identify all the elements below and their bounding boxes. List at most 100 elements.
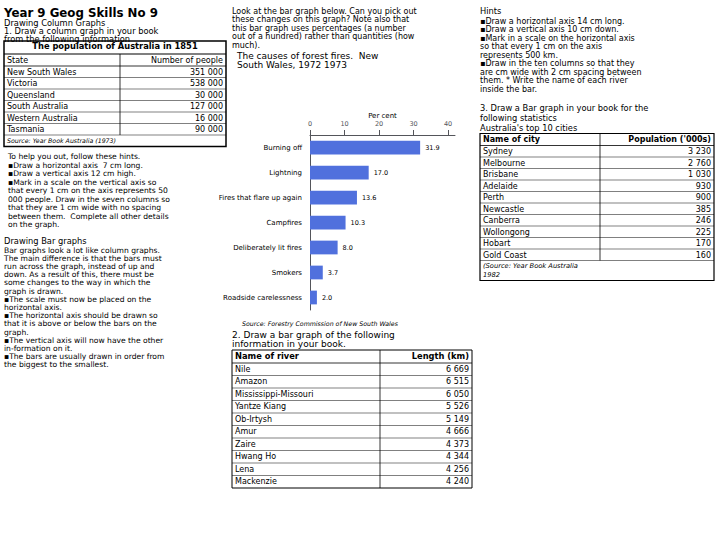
svg-text:Newcastle: Newcastle — [483, 205, 524, 214]
svg-text:4 666: 4 666 — [446, 427, 469, 436]
svg-text:Smokers: Smokers — [272, 269, 303, 277]
svg-text:Source: Forestry Commission of: Source: Forestry Commission of New South… — [242, 320, 399, 328]
svg-text:Lightning: Lightning — [269, 169, 302, 177]
svg-text:Queensland: Queensland — [7, 91, 55, 100]
svg-text:Amazon: Amazon — [235, 377, 267, 386]
svg-text:1. Draw a column graph in your: 1. Draw a column graph in your book — [4, 26, 159, 36]
svg-text:17.0: 17.0 — [374, 169, 388, 177]
svg-text:Name of river: Name of river — [235, 351, 300, 361]
svg-text:Number of people: Number of people — [151, 56, 223, 65]
svg-text:Western Australia: Western Australia — [7, 114, 78, 123]
svg-text:Melbourne: Melbourne — [483, 159, 525, 168]
svg-text:Sydney: Sydney — [483, 147, 513, 156]
svg-text:Gold Coast: Gold Coast — [483, 251, 527, 260]
svg-text:0: 0 — [308, 120, 312, 128]
svg-text:4 373: 4 373 — [446, 440, 469, 449]
svg-text:Hints: Hints — [480, 6, 501, 16]
svg-text:Drawing Bar graphs: Drawing Bar graphs — [4, 236, 87, 246]
svg-text:4 240: 4 240 — [446, 477, 469, 486]
svg-text:5 526: 5 526 — [446, 402, 469, 411]
svg-text:Nile: Nile — [235, 365, 250, 374]
svg-text:Name of city: Name of city — [483, 135, 541, 144]
svg-text:246: 246 — [696, 216, 711, 225]
svg-text:2 760: 2 760 — [688, 159, 711, 168]
svg-text:4 256: 4 256 — [446, 465, 469, 474]
svg-text:Burning off: Burning off — [263, 144, 302, 152]
svg-text:Per cent: Per cent — [368, 112, 397, 120]
svg-text:Population ('000s): Population ('000s) — [628, 135, 711, 144]
svg-text:40: 40 — [444, 120, 452, 128]
svg-text:351 000: 351 000 — [190, 68, 223, 77]
svg-text:Victoria: Victoria — [7, 79, 37, 88]
svg-text:Fires that flare up again: Fires that flare up again — [219, 194, 302, 202]
svg-text:South Wales, 1972 1973: South Wales, 1972 1973 — [237, 60, 347, 70]
svg-text:Wollongong: Wollongong — [483, 228, 530, 237]
svg-text:Zaire: Zaire — [235, 440, 256, 449]
svg-text:Hwang Ho: Hwang Ho — [235, 452, 276, 461]
svg-text:Year 9 Geog Skills No 9: Year 9 Geog Skills No 9 — [4, 6, 158, 20]
svg-text:538 000: 538 000 — [190, 79, 223, 88]
svg-text:following statistics: following statistics — [480, 113, 557, 123]
svg-text:5 149: 5 149 — [446, 415, 469, 424]
svg-text:3. Draw a Bar graph in your bo: 3. Draw a Bar graph in your book for the — [480, 103, 648, 113]
svg-text:Length (km): Length (km) — [412, 351, 469, 361]
svg-text:from the following information: from the following information — [4, 33, 130, 44]
svg-text:New South Wales: New South Wales — [7, 68, 76, 77]
svg-text:90 000: 90 000 — [195, 125, 223, 134]
svg-text:170: 170 — [696, 239, 711, 248]
svg-text:16 000: 16 000 — [195, 114, 223, 123]
svg-text:Mississippi-Missouri: Mississippi-Missouri — [235, 390, 313, 399]
svg-text:the biggest to the smallest.: the biggest to the smallest. — [4, 360, 109, 369]
svg-text:Roadside carelessness: Roadside carelessness — [223, 294, 302, 302]
svg-text:2.0: 2.0 — [322, 294, 332, 302]
svg-text:Tasmania: Tasmania — [6, 125, 45, 134]
svg-text:127 000: 127 000 — [190, 102, 223, 111]
svg-text:Australia's top 10 cities: Australia's top 10 cities — [480, 123, 577, 133]
svg-text:Amur: Amur — [235, 427, 257, 436]
svg-text:The population of Australia in: The population of Australia in 1851 — [32, 41, 198, 51]
svg-text:State: State — [7, 56, 28, 65]
svg-text:Drawing Column Graphs: Drawing Column Graphs — [4, 18, 106, 28]
svg-text:900: 900 — [696, 193, 711, 202]
svg-text:8.0: 8.0 — [343, 244, 353, 252]
svg-text:30: 30 — [409, 120, 417, 128]
svg-text:6 050: 6 050 — [446, 390, 469, 399]
svg-text:10: 10 — [340, 120, 348, 128]
svg-text:225: 225 — [696, 228, 711, 237]
svg-text:2. Draw a bar graph of the fol: 2. Draw a bar graph of the following — [232, 329, 395, 340]
svg-text:Campfires: Campfires — [266, 219, 302, 227]
svg-text:South Australia: South Australia — [7, 102, 68, 111]
svg-text:The causes of forest fires. N: The causes of forest fires. New — [236, 51, 378, 61]
svg-text:6 515: 6 515 — [446, 377, 469, 386]
svg-text:Lena: Lena — [235, 465, 254, 474]
svg-text:much).: much). — [232, 41, 260, 50]
svg-text:1 030: 1 030 — [688, 170, 711, 179]
svg-text:Adelaide: Adelaide — [483, 182, 518, 191]
svg-text:Source: Year Book Australia (1: Source: Year Book Australia (1973) — [7, 137, 116, 144]
svg-text:30 000: 30 000 — [195, 91, 223, 100]
svg-text:information in your book.: information in your book. — [232, 339, 346, 349]
svg-text:Perth: Perth — [483, 193, 504, 202]
svg-text:3 230: 3 230 — [688, 147, 711, 156]
svg-text:385: 385 — [696, 205, 711, 214]
svg-text:6 669: 6 669 — [446, 365, 469, 374]
svg-text:Yantze Kiang: Yantze Kiang — [234, 402, 286, 411]
svg-text:Hobart: Hobart — [483, 239, 510, 248]
svg-text:Mackenzie: Mackenzie — [235, 477, 277, 486]
svg-text:930: 930 — [696, 182, 711, 191]
svg-text:31.9: 31.9 — [425, 144, 439, 152]
svg-text:160: 160 — [696, 251, 711, 260]
svg-text:13.6: 13.6 — [362, 194, 376, 202]
svg-text:Canberra: Canberra — [483, 216, 520, 225]
svg-text:Brisbane: Brisbane — [483, 170, 518, 179]
svg-text:on the graph.: on the graph. — [8, 220, 59, 229]
svg-text:4 344: 4 344 — [446, 452, 469, 461]
svg-text:inside the bar.: inside the bar. — [480, 85, 537, 94]
svg-text:Ob-Irtysh: Ob-Irtysh — [235, 415, 272, 424]
svg-text:10.3: 10.3 — [351, 219, 365, 227]
svg-text:3.7: 3.7 — [328, 269, 338, 277]
svg-text:20: 20 — [375, 120, 383, 128]
svg-text:(Source: Year Book Australia: (Source: Year Book Australia — [483, 262, 578, 270]
svg-text:Deliberately lit fires: Deliberately lit fires — [233, 244, 302, 252]
svg-text:1982: 1982 — [483, 271, 500, 279]
